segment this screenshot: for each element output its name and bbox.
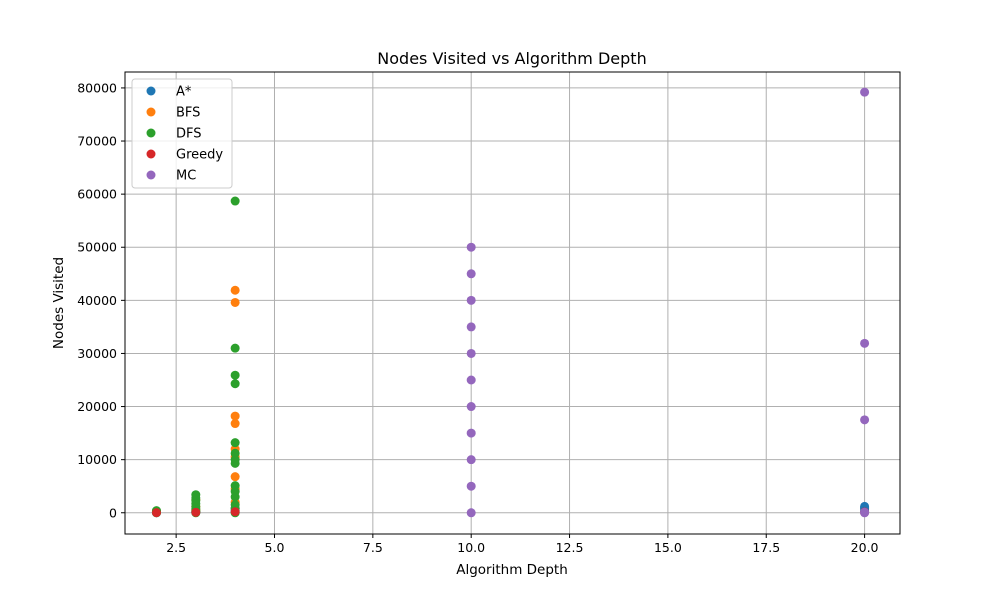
y-tick-label: 30000 bbox=[77, 346, 117, 361]
y-tick-label: 70000 bbox=[77, 134, 117, 149]
legend-label: MC bbox=[176, 169, 196, 184]
y-tick-label: 50000 bbox=[77, 240, 117, 255]
data-point bbox=[230, 419, 240, 429]
series-dfs bbox=[151, 196, 240, 518]
series-bfs bbox=[151, 285, 240, 517]
data-points bbox=[151, 87, 870, 518]
x-tick-label: 7.5 bbox=[363, 540, 383, 555]
data-point bbox=[466, 508, 476, 518]
y-tick-label: 10000 bbox=[77, 452, 117, 467]
data-point bbox=[230, 448, 240, 458]
chart-title: Nodes Visited vs Algorithm Depth bbox=[377, 49, 646, 68]
data-point bbox=[230, 285, 240, 295]
series-a- bbox=[151, 501, 870, 518]
data-point bbox=[466, 295, 476, 305]
x-tick-label: 10.0 bbox=[457, 540, 485, 555]
legend-label: A* bbox=[176, 85, 192, 100]
x-tick-label: 2.5 bbox=[166, 540, 186, 555]
data-point bbox=[230, 455, 240, 465]
x-axis-label: Algorithm Depth bbox=[456, 562, 568, 578]
data-point bbox=[466, 269, 476, 279]
data-point bbox=[230, 411, 240, 421]
legend-label: Greedy bbox=[176, 148, 223, 163]
y-tick-label: 60000 bbox=[77, 187, 117, 202]
x-tick-label: 17.5 bbox=[752, 540, 780, 555]
data-point bbox=[230, 343, 240, 353]
legend-marker bbox=[146, 149, 156, 159]
data-point bbox=[230, 481, 240, 491]
grid-lines bbox=[125, 72, 900, 534]
legend-label: DFS bbox=[176, 127, 202, 142]
data-point bbox=[466, 242, 476, 252]
y-tick-label: 20000 bbox=[77, 399, 117, 414]
legend-marker bbox=[146, 86, 156, 96]
data-point bbox=[466, 348, 476, 358]
data-point bbox=[860, 338, 870, 348]
data-point bbox=[466, 322, 476, 332]
data-point bbox=[230, 507, 240, 517]
x-tick-label: 5.0 bbox=[265, 540, 285, 555]
y-axis-label: Nodes Visited bbox=[51, 257, 67, 349]
x-axis-ticks: 2.5 5.0 7.5 10.0 12.5 15.0 17.5 20.0 bbox=[166, 534, 879, 555]
data-point bbox=[151, 508, 161, 518]
data-point bbox=[230, 196, 240, 206]
data-point bbox=[230, 379, 240, 389]
legend-marker bbox=[146, 170, 156, 180]
data-point bbox=[230, 472, 240, 482]
series-mc bbox=[466, 87, 870, 518]
data-point bbox=[860, 415, 870, 425]
data-point bbox=[466, 481, 476, 491]
data-point bbox=[230, 297, 240, 307]
x-tick-label: 15.0 bbox=[654, 540, 682, 555]
y-tick-label: 80000 bbox=[77, 80, 117, 95]
y-tick-label: 40000 bbox=[77, 293, 117, 308]
y-axis-ticks: 0 10000 20000 30000 40000 50000 60000 70000 8000… bbox=[77, 80, 125, 520]
data-point bbox=[230, 370, 240, 380]
x-tick-label: 20.0 bbox=[851, 540, 879, 555]
data-point bbox=[466, 428, 476, 438]
data-point bbox=[230, 438, 240, 448]
data-point bbox=[191, 507, 201, 517]
data-point bbox=[466, 455, 476, 465]
data-point bbox=[191, 490, 201, 500]
legend-marker bbox=[146, 128, 156, 138]
data-point bbox=[466, 375, 476, 385]
legend: A* BFS DFS Greedy MC bbox=[131, 78, 233, 189]
legend-marker bbox=[146, 107, 156, 117]
y-tick-label: 0 bbox=[109, 505, 117, 520]
legend-label: BFS bbox=[176, 106, 200, 121]
data-point bbox=[466, 402, 476, 412]
series-greedy bbox=[151, 507, 870, 518]
data-point bbox=[860, 87, 870, 97]
data-point bbox=[860, 507, 870, 517]
x-tick-label: 12.5 bbox=[556, 540, 584, 555]
plot-frame bbox=[124, 71, 901, 535]
data-point bbox=[230, 500, 240, 510]
legend-box bbox=[131, 78, 233, 189]
